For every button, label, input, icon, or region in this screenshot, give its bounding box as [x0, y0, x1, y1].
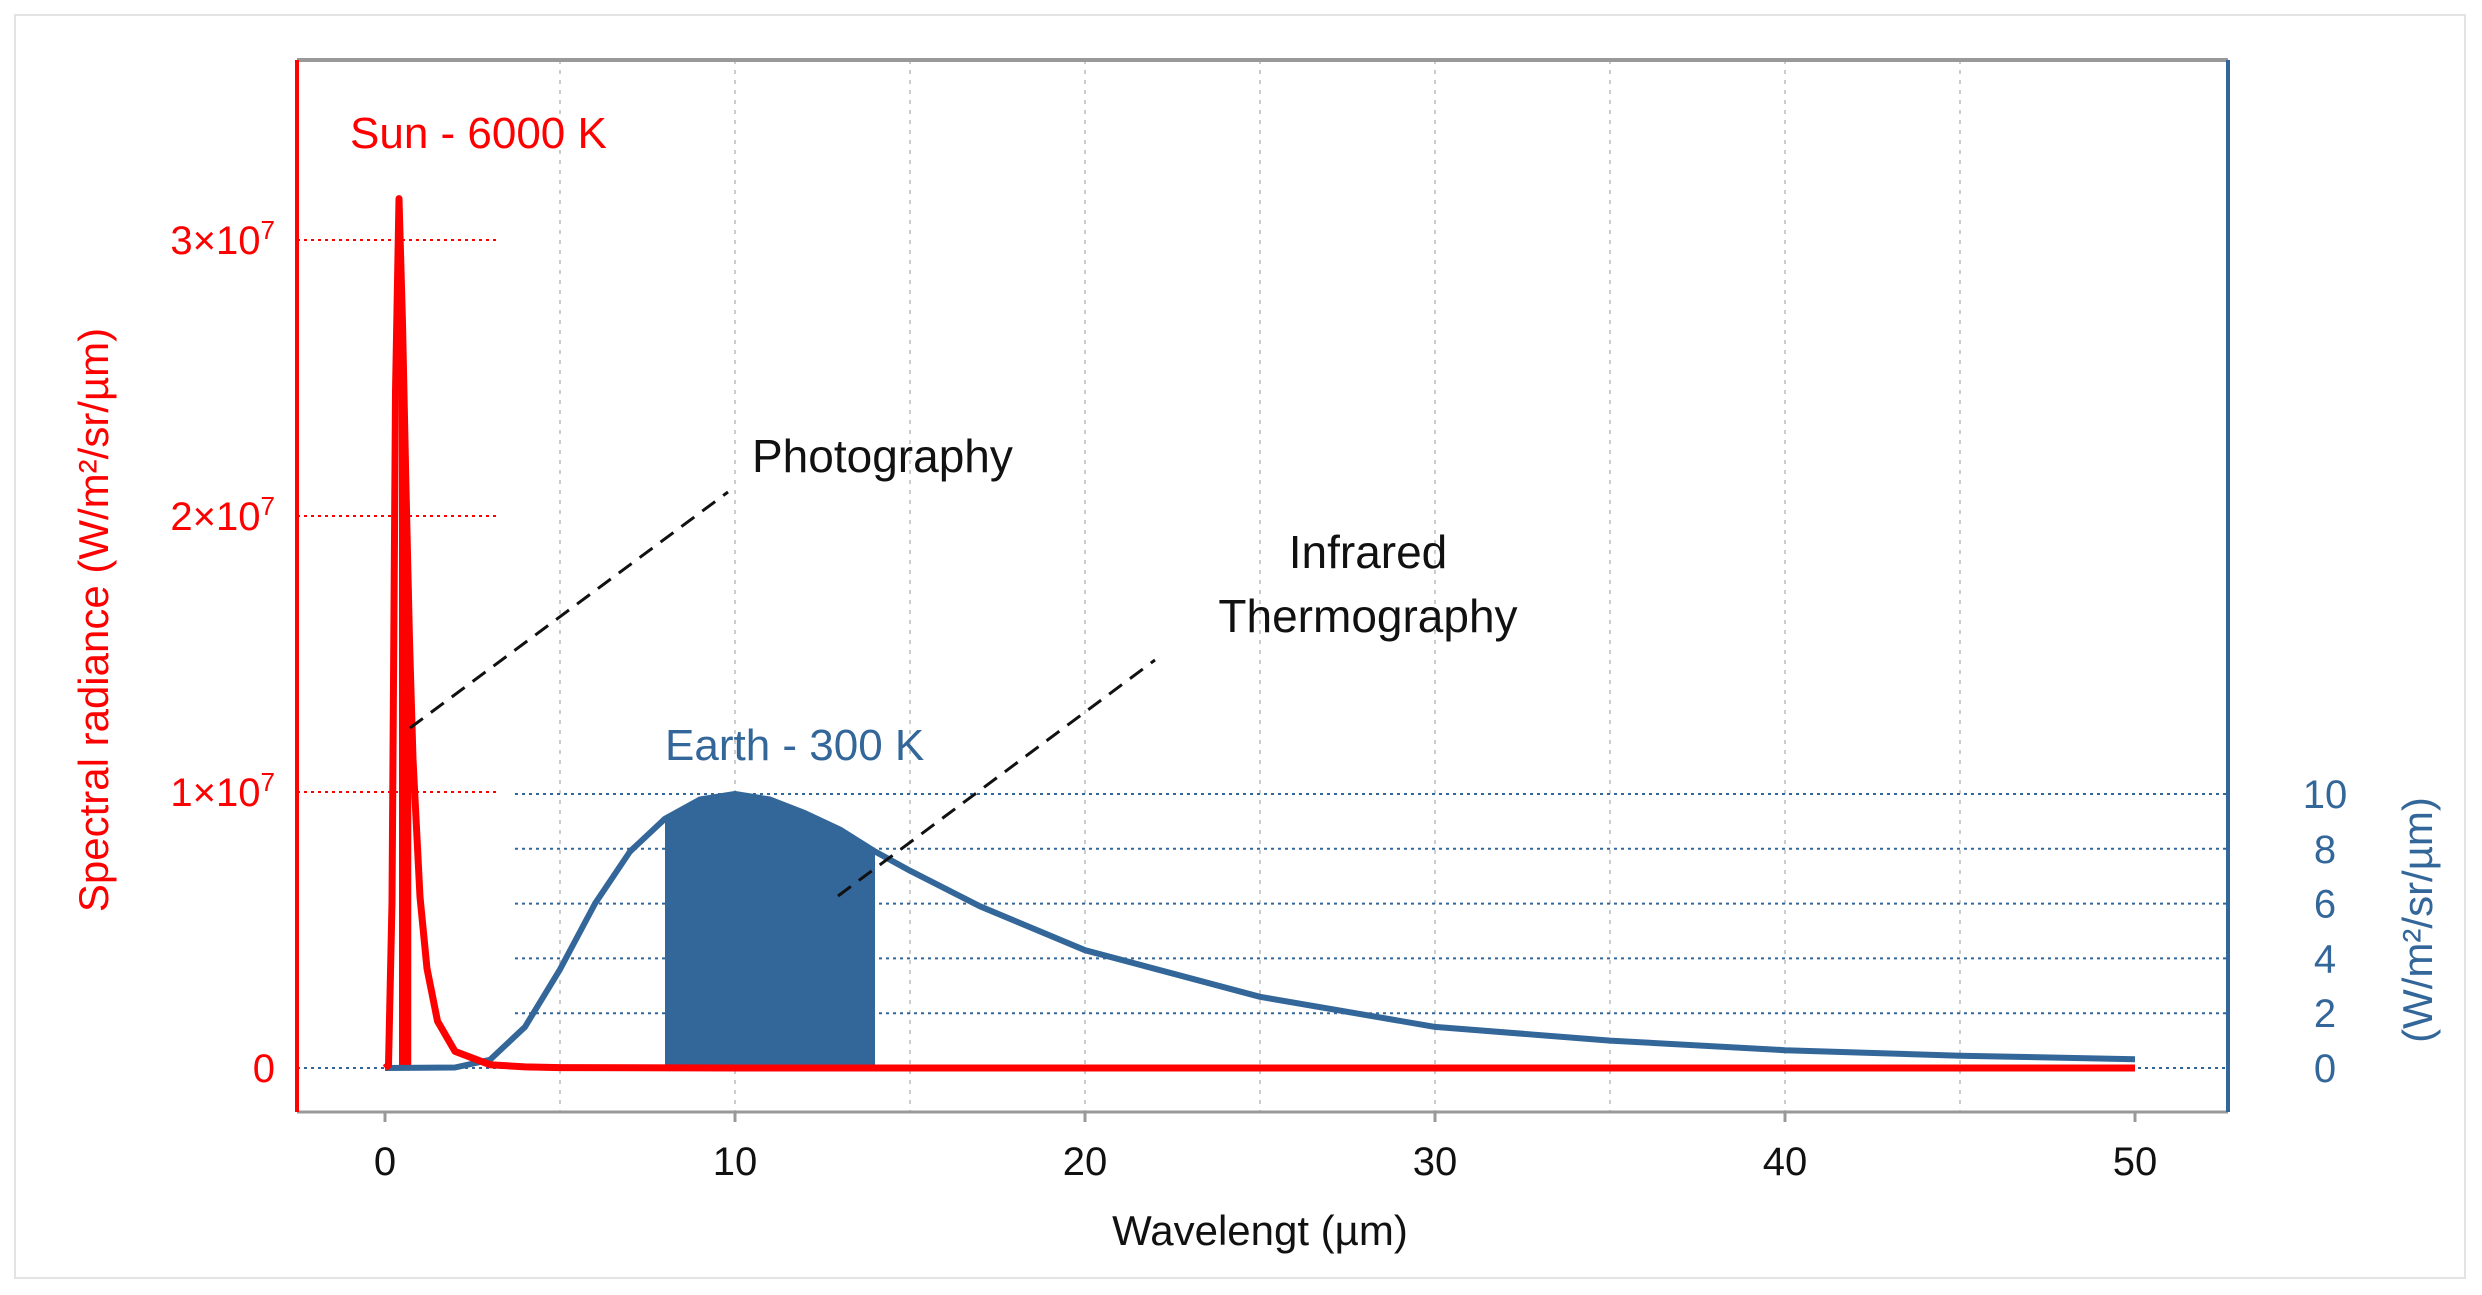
photography-annotation: Photography [752, 430, 1013, 482]
left-y-tick-label: 0 [253, 1047, 275, 1091]
x-axis-title: Wavelengt (µm) [1112, 1207, 1408, 1254]
infrared-leader-line [837, 658, 1156, 898]
right-y-tick-label: 6 [2314, 883, 2336, 927]
left-y-tick-label: 1×107 [170, 767, 275, 815]
sun-curve [382, 195, 2135, 1072]
right-y-tick-label: 8 [2314, 828, 2336, 872]
x-tick-label: 0 [374, 1140, 396, 1184]
right-y-tick-label: 4 [2314, 937, 2336, 981]
right-y-tick-label: 0 [2314, 1047, 2336, 1091]
sun-series-label: Sun - 6000 K [350, 109, 607, 158]
axes-layer [295, 58, 2230, 1122]
earth-curve [384, 791, 2136, 1071]
x-tick-label: 10 [713, 1140, 758, 1184]
left-y-tick-label: 2×107 [170, 491, 275, 539]
x-tick-label: 50 [2113, 1140, 2158, 1184]
right-y-tick-label: 2 [2314, 992, 2336, 1036]
grid-layer [297, 60, 2228, 1112]
x-tick-label: 20 [1063, 1140, 1108, 1184]
series-layer [382, 195, 2136, 1072]
left-y-axis-title: Spectral radiance (W/m²/sr/µm) [70, 328, 117, 912]
earth-series-label: Earth - 300 K [665, 721, 924, 770]
earth-shaded-region [665, 794, 875, 1068]
right-y-axis-title: (W/m²/sr/µm) [2394, 797, 2441, 1043]
left-y-tick-label: 3×107 [170, 215, 275, 263]
chart-frame [14, 14, 2466, 1279]
right-y-tick-label: 10 [2303, 773, 2348, 817]
x-tick-label: 40 [1763, 1140, 1808, 1184]
infrared-annotation: Infrared Thermography [1218, 526, 1517, 642]
x-tick-label: 30 [1413, 1140, 1458, 1184]
labels-layer: 0 10 20 30 40 50 0 1×107 2×107 3×107 0 2 4 6 8 10 Wavele… [70, 109, 2441, 1254]
photography-leader-line [409, 490, 729, 730]
